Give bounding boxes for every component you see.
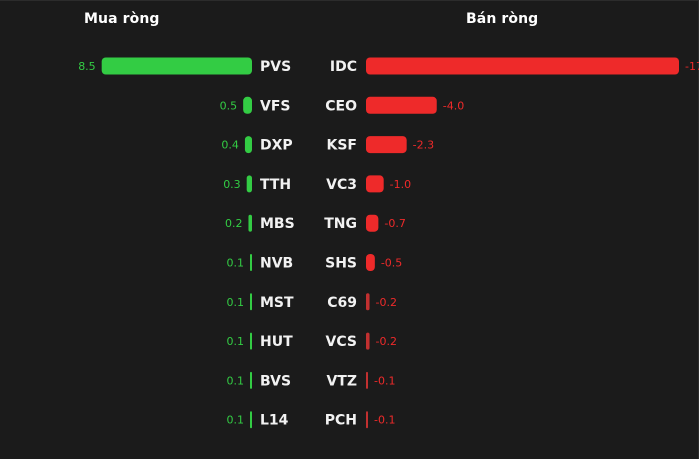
- sell-value-label: -1.0: [390, 178, 411, 191]
- buy-value-label: 0.1: [227, 414, 245, 427]
- buy-bar-nvb: [250, 254, 252, 271]
- buy-value-label: 0.1: [227, 335, 245, 348]
- buy-ticker-label: NVB: [260, 256, 293, 272]
- sell-value-label: -0.1: [374, 374, 395, 387]
- buy-ticker-label: HUT: [260, 334, 293, 350]
- buy-value-label: 8.5: [78, 60, 96, 73]
- sell-value-label: -0.7: [384, 217, 405, 230]
- buy-bar-hut: [250, 332, 252, 350]
- sell-bar-shs: [366, 254, 375, 271]
- buy-value-label: 0.4: [221, 139, 239, 152]
- sell-value-label: -2.3: [413, 139, 434, 152]
- sell-value-label: -0.5: [381, 257, 402, 270]
- sell-ticker-label: TNG: [324, 216, 357, 232]
- buy-value-label: 0.2: [225, 217, 243, 230]
- buy-value-label: 0.1: [227, 374, 245, 387]
- buy-ticker-label: VFS: [260, 98, 290, 114]
- buy-ticker-label: TTH: [260, 177, 291, 193]
- sell-bars-group: -17.7 IDC -4.0 CEO -2.3 KSF -1.0 VC3 -0.7 TNG -0.5…: [324, 57, 699, 429]
- buy-value-label: 0.1: [227, 296, 245, 309]
- sell-bar-vc3: [366, 175, 384, 193]
- sell-value-label: -17.7: [685, 60, 699, 73]
- sell-ticker-label: KSF: [327, 138, 358, 154]
- sell-ticker-label: CEO: [325, 98, 357, 114]
- buy-ticker-label: MST: [260, 295, 294, 311]
- buy-ticker-label: MBS: [260, 216, 295, 232]
- sell-bar-tng: [366, 214, 379, 232]
- buy-bar-mbs: [248, 214, 252, 232]
- buy-value-label: 0.3: [223, 178, 241, 191]
- sell-bar-ceo: [366, 96, 437, 114]
- sell-ticker-label: IDC: [330, 59, 357, 75]
- sell-chart-title: Bán ròng: [466, 11, 539, 27]
- sell-ticker-label: C69: [327, 295, 357, 311]
- buy-bar-bvs: [250, 371, 252, 389]
- sell-value-label: -0.1: [374, 414, 395, 427]
- buy-bars-group: 8.5 PVS 0.5 VFS 0.4 DXP 0.3 TTH 0.2 MBS 0.1 NVB 0.1 M…: [78, 57, 295, 429]
- buy-ticker-label: BVS: [260, 373, 291, 389]
- sell-ticker-label: VC3: [326, 177, 357, 193]
- sell-value-label: -0.2: [376, 296, 397, 309]
- sell-bar-vcs: [366, 332, 370, 350]
- sell-value-label: -4.0: [443, 99, 464, 112]
- sell-ticker-label: SHS: [325, 256, 357, 272]
- buy-bar-vfs: [243, 96, 252, 114]
- buy-chart-title: Mua ròng: [84, 11, 160, 27]
- sell-bar-ksf: [366, 136, 407, 154]
- buy-bar-dxp: [244, 136, 252, 154]
- buy-bar-pvs: [101, 57, 252, 75]
- buy-ticker-label: PVS: [260, 59, 291, 75]
- sell-ticker-label: VCS: [326, 334, 357, 350]
- sell-ticker-label: PCH: [325, 413, 357, 429]
- buy-value-label: 0.1: [227, 257, 245, 270]
- sell-bar-vtz: [366, 371, 368, 389]
- buy-ticker-label: L14: [260, 413, 289, 429]
- sell-ticker-label: VTZ: [326, 373, 357, 389]
- buy-bar-l14: [250, 411, 252, 429]
- buy-bar-tth: [246, 175, 252, 193]
- buy-value-label: 0.5: [220, 99, 238, 112]
- sell-bar-idc: [366, 57, 679, 75]
- buy-ticker-label: DXP: [260, 138, 293, 154]
- buy-bar-mst: [250, 293, 252, 311]
- sell-bar-c69: [366, 293, 370, 311]
- sell-bar-pch: [366, 411, 368, 429]
- sell-value-label: -0.2: [376, 335, 397, 348]
